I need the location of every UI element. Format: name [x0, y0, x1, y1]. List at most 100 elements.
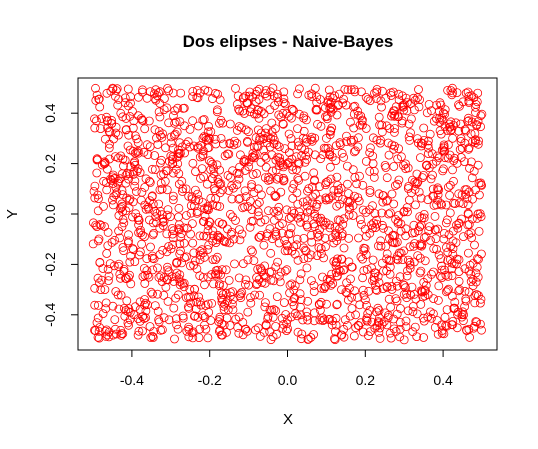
data-point — [232, 99, 242, 109]
data-point — [327, 191, 337, 201]
data-point — [274, 271, 284, 281]
data-point — [99, 176, 108, 186]
data-point — [386, 88, 396, 98]
data-point — [238, 106, 248, 116]
data-point — [217, 288, 226, 298]
data-point — [130, 302, 140, 312]
data-point — [260, 173, 270, 183]
data-point — [447, 83, 457, 93]
data-point — [443, 182, 453, 192]
data-point — [234, 194, 244, 204]
data-point — [256, 263, 265, 273]
data-point — [376, 241, 386, 251]
data-point — [178, 313, 188, 323]
data-point — [329, 257, 339, 266]
data-point — [310, 150, 320, 160]
data-point — [356, 252, 366, 262]
data-point — [322, 299, 331, 309]
data-point — [350, 173, 360, 182]
data-point — [460, 138, 470, 148]
data-point — [168, 143, 178, 153]
data-point — [431, 234, 441, 244]
data-point — [95, 102, 105, 112]
data-point — [234, 225, 244, 235]
data-point — [315, 225, 325, 235]
data-point — [324, 193, 334, 203]
data-point — [344, 202, 354, 212]
data-point — [233, 322, 243, 332]
data-point — [174, 212, 183, 222]
data-point — [472, 213, 482, 223]
data-point — [378, 284, 388, 294]
data-point — [279, 298, 289, 308]
data-point — [459, 157, 469, 167]
data-point — [348, 165, 358, 175]
data-point — [329, 334, 339, 344]
data-point — [194, 292, 204, 302]
data-point — [415, 222, 425, 232]
data-point — [392, 296, 402, 306]
data-point — [283, 246, 293, 256]
data-point — [140, 279, 150, 288]
data-point — [186, 298, 196, 308]
data-point — [446, 241, 456, 251]
data-point — [204, 133, 214, 143]
data-point — [338, 98, 348, 108]
data-point — [171, 293, 181, 303]
data-point — [120, 155, 130, 165]
data-point — [311, 104, 321, 114]
data-point — [133, 148, 143, 158]
data-point — [339, 332, 349, 342]
data-point — [447, 125, 457, 134]
data-point — [101, 298, 111, 308]
data-point — [419, 170, 429, 180]
data-point — [161, 143, 170, 153]
data-point — [477, 325, 486, 335]
data-point — [458, 97, 468, 107]
data-point — [138, 272, 148, 282]
data-point — [399, 207, 409, 217]
data-point — [130, 160, 140, 170]
data-point — [364, 286, 374, 296]
data-point — [246, 245, 256, 255]
data-point — [193, 189, 202, 199]
data-point — [406, 128, 415, 138]
data-point — [298, 197, 308, 207]
data-point — [90, 193, 100, 203]
data-point — [124, 195, 134, 205]
data-point — [214, 281, 224, 291]
data-point — [421, 280, 431, 290]
data-point — [221, 288, 231, 298]
data-point — [457, 143, 467, 153]
data-point — [210, 186, 220, 196]
data-point — [286, 134, 296, 143]
data-point — [372, 85, 382, 94]
data-point — [418, 173, 427, 183]
data-point — [278, 160, 288, 170]
data-point — [107, 115, 116, 125]
data-point — [476, 212, 486, 222]
data-point — [384, 150, 394, 160]
data-point — [425, 307, 435, 317]
data-point — [92, 318, 102, 328]
data-point — [245, 107, 255, 117]
data-point — [224, 186, 234, 195]
x-tick-label: -0.4 — [120, 372, 144, 388]
data-point — [88, 239, 98, 249]
data-point — [322, 114, 332, 124]
data-point — [198, 197, 208, 207]
data-point — [236, 289, 246, 299]
data-point — [293, 255, 303, 265]
data-point — [212, 160, 222, 170]
data-point — [472, 317, 482, 327]
data-point — [348, 201, 358, 211]
data-point — [410, 239, 420, 248]
data-point — [269, 276, 279, 286]
data-point — [388, 231, 397, 241]
data-point — [140, 200, 150, 210]
data-point — [369, 218, 379, 228]
data-point — [272, 292, 282, 302]
data-point — [267, 234, 277, 244]
data-point — [416, 193, 426, 203]
data-point — [112, 329, 121, 339]
